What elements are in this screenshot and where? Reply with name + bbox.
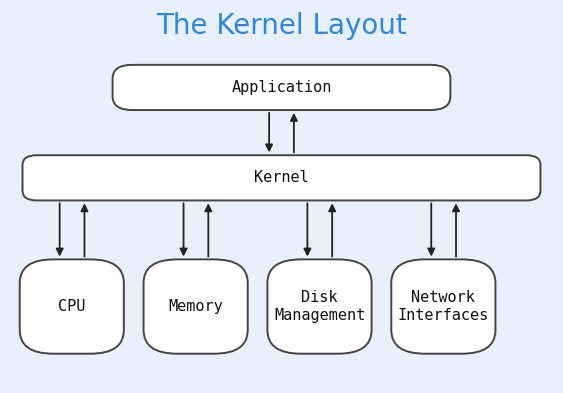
FancyBboxPatch shape xyxy=(267,259,372,354)
FancyBboxPatch shape xyxy=(20,259,124,354)
Text: Disk
Management: Disk Management xyxy=(274,290,365,323)
Text: Network
Interfaces: Network Interfaces xyxy=(397,290,489,323)
Text: The Kernel Layout: The Kernel Layout xyxy=(156,11,407,40)
FancyBboxPatch shape xyxy=(144,259,248,354)
Text: Memory: Memory xyxy=(168,299,223,314)
FancyBboxPatch shape xyxy=(391,259,495,354)
FancyBboxPatch shape xyxy=(113,65,450,110)
FancyBboxPatch shape xyxy=(23,155,540,200)
Text: Kernel: Kernel xyxy=(254,170,309,185)
Text: CPU: CPU xyxy=(58,299,86,314)
Text: Application: Application xyxy=(231,80,332,95)
